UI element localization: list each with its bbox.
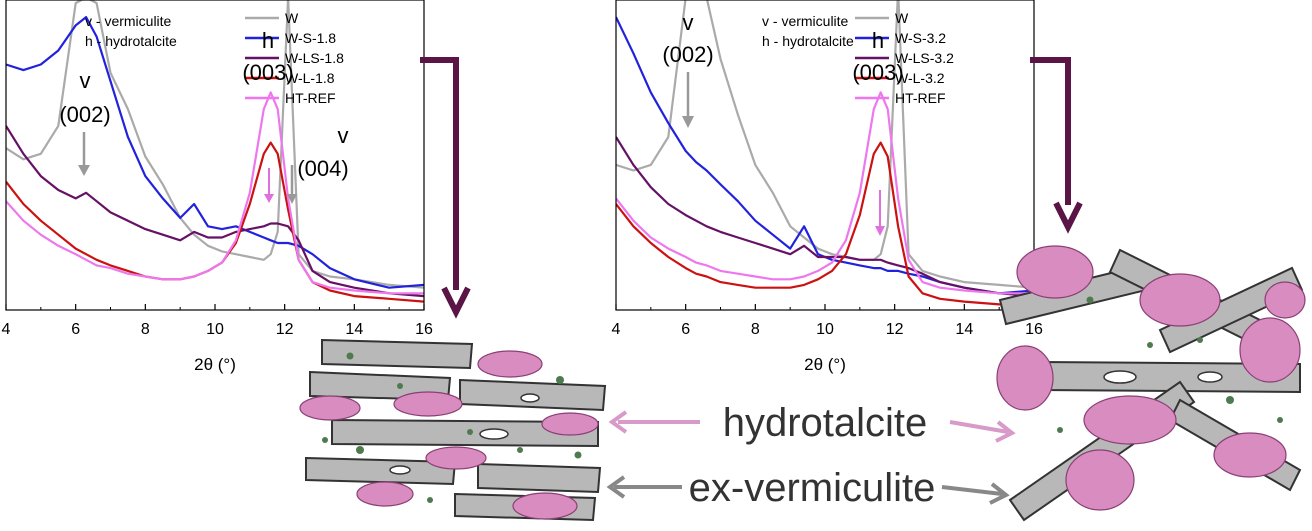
annotation-arrow-head [875, 226, 885, 236]
series-lines-right [616, 0, 1034, 306]
x-axis-left: 4 6 8 10 12 14 16 [2, 304, 433, 338]
annotation-arrow-head [682, 116, 694, 128]
series-line-w-l-1-8 [6, 141, 424, 303]
vermiculite-sheet [321, 338, 474, 370]
series-line-w-ls-1-8 [6, 125, 424, 298]
sheet-pores [1103, 370, 1223, 384]
label-hydrotalcite: hydrotalcite [608, 401, 1016, 445]
annotation-arrow-head [287, 194, 297, 204]
legend-label: W-S-3.2 [895, 30, 946, 46]
x-tick-label: 8 [141, 321, 150, 338]
legend-label: W-S-1.8 [285, 30, 336, 46]
series-line-w [616, 0, 1034, 289]
annotation-hkl: (002) [662, 42, 713, 67]
label-arrow-right [949, 420, 1009, 434]
x-tick-label: 6 [71, 321, 80, 338]
label-arrowhead-left [606, 475, 626, 499]
connector-arrow-left [420, 57, 459, 290]
x-tick-label: 12 [276, 321, 294, 338]
particles [322, 352, 582, 503]
note-hydrotalcite-left: h - hydrotalcite [85, 33, 177, 49]
legend-label: W-L-1.8 [285, 70, 335, 86]
x-tick-label: 8 [751, 321, 760, 338]
hydrotalcite-clusters [996, 245, 1306, 511]
label-arrow-right [941, 485, 1003, 496]
series-line-w [6, 0, 424, 289]
hydrotalcite-clusters [299, 350, 599, 520]
connector-arrowhead-right [1053, 201, 1083, 234]
annotation-hkl: (004) [297, 156, 348, 181]
vermiculite-sheet [477, 462, 602, 494]
annotation-hkl: (003) [242, 60, 293, 85]
annotation-letter: v [80, 68, 91, 93]
x-tick-label: 14 [345, 321, 363, 338]
annotation-letter: h [262, 28, 274, 53]
chart-panel-right: 4 6 8 10 12 14 16 2θ (°) v - vermiculite h - h… [612, 0, 1083, 374]
series-line-ht-ref [6, 91, 424, 295]
x-tick-label: 14 [955, 321, 973, 338]
annotation-hkl: (002) [59, 102, 110, 127]
series-line-w-s-1-8 [6, 16, 424, 289]
annotation-h003-right: h (003) [852, 28, 904, 236]
vermiculite-sheet [305, 456, 457, 486]
label-arrowhead-left [608, 410, 628, 434]
annotation-letter: h [872, 28, 884, 53]
connector-arrow-right [1030, 57, 1071, 205]
legend-left: W W-S-1.8 W-LS-1.8 W-L-1.8 HT-REF [245, 10, 344, 106]
legend-label: HT-REF [895, 90, 946, 106]
legend-label: W-LS-3.2 [895, 50, 954, 66]
series-line-ht-ref [616, 91, 1034, 295]
legend-label: W-LS-1.8 [285, 50, 344, 66]
x-tick-label: 16 [1025, 321, 1043, 338]
legend-label: W-L-3.2 [895, 70, 945, 86]
legend-label: W [285, 10, 299, 26]
annotation-v002-right: v (002) [662, 10, 714, 128]
x-tick-label: 10 [816, 321, 834, 338]
label-vermiculite: ex-vermiculite [606, 466, 1010, 510]
x-tick-label: 6 [681, 321, 690, 338]
x-tick-label: 4 [612, 321, 621, 338]
legend-label: HT-REF [285, 90, 336, 106]
hydrotalcite-label: hydrotalcite [723, 401, 928, 445]
series-line-w-ls-3-2 [616, 136, 1034, 298]
x-tick-label: 12 [886, 321, 904, 338]
chart-panel-left: 4 6 8 10 12 14 16 2θ (°) v - vermiculite h - h… [2, 0, 471, 374]
legend-label: W [895, 10, 909, 26]
vermiculite-label: ex-vermiculite [689, 466, 936, 510]
schematic-house-of-cards [996, 245, 1306, 522]
x-tick-label: 4 [2, 321, 11, 338]
label-arrowhead-right [995, 420, 1016, 443]
annotation-v002-left: v (002) [59, 68, 111, 176]
annotation-letter: v [338, 123, 349, 148]
vermiculite-sheet [331, 418, 599, 448]
annotation-hkl: (003) [852, 60, 903, 85]
x-tick-label: 10 [206, 321, 224, 338]
schematic-stacked-layers [299, 338, 607, 522]
annotation-v004-left: v (004) [287, 123, 349, 204]
note-vermiculite-right: v - vermiculite [762, 13, 849, 29]
series-lines-left [6, 0, 424, 303]
series-line-w-l-3-2 [616, 141, 1034, 306]
x-axis-label-left: 2θ (°) [194, 355, 236, 374]
annotation-arrow-head [78, 165, 90, 176]
annotation-letter: v [683, 10, 694, 35]
annotation-arrow-head [264, 194, 274, 203]
note-hydrotalcite-right: h - hydrotalcite [762, 33, 854, 49]
x-axis-label-right: 2θ (°) [804, 355, 846, 374]
note-vermiculite-left: v - vermiculite [85, 13, 172, 29]
sheet-pores [389, 393, 540, 475]
annotation-h003-left: h (003) [242, 28, 294, 203]
connector-arrowhead-left [441, 286, 471, 319]
particles [1057, 296, 1283, 433]
legend-right: W W-S-3.2 W-LS-3.2 W-L-3.2 HT-REF [855, 10, 954, 106]
label-arrowhead-right [989, 482, 1010, 505]
x-tick-label: 16 [415, 321, 433, 338]
x-axis-right: 4 6 8 10 12 14 16 [612, 304, 1043, 338]
